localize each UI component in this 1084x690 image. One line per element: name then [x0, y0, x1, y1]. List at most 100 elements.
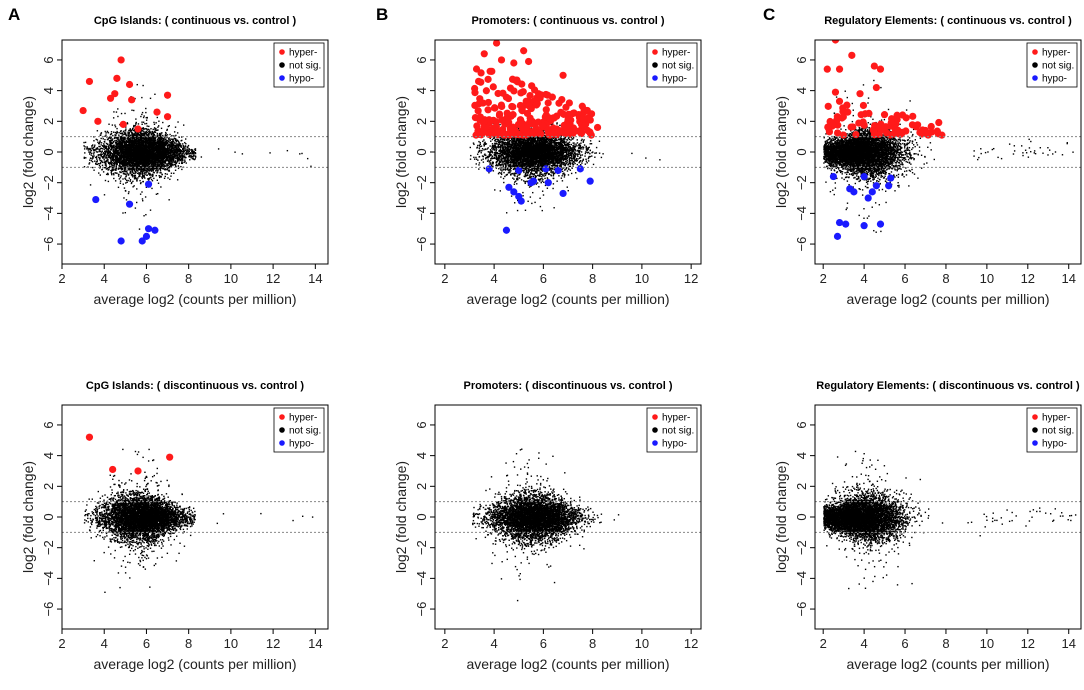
not-sig-point: [168, 137, 170, 140]
not-sig-point: [158, 161, 160, 163]
not-sig-point: [95, 157, 98, 159]
not-sig-point: [164, 155, 166, 157]
not-sig-point: [181, 161, 183, 163]
not-sig-point: [110, 152, 112, 154]
not-sig-point: [141, 133, 143, 135]
not-sig-point: [129, 147, 131, 150]
not-sig-point: [135, 160, 137, 163]
not-sig-point: [144, 156, 146, 158]
not-sig-point: [157, 169, 159, 171]
not-sig-point: [122, 136, 125, 139]
not-sig-point: [105, 142, 108, 145]
not-sig-point: [174, 156, 176, 158]
not-sig-point: [159, 133, 161, 135]
not-sig-point: [168, 138, 170, 141]
not-sig-point: [135, 153, 137, 155]
not-sig-point: [167, 159, 169, 161]
not-sig-point: [150, 178, 153, 181]
not-sig-point: [115, 137, 117, 139]
not-sig-point: [115, 172, 117, 174]
not-sig-point: [151, 146, 153, 148]
not-sig-point: [155, 122, 157, 124]
not-sig-point: [153, 156, 156, 158]
not-sig-point: [110, 156, 112, 159]
not-sig-point: [124, 173, 126, 175]
not-sig-point: [131, 181, 133, 184]
not-sig-point: [153, 154, 156, 156]
not-sig-point: [83, 145, 85, 147]
not-sig-point: [127, 147, 129, 149]
not-sig-point: [153, 121, 155, 124]
not-sig-point: [149, 142, 152, 144]
not-sig-point: [139, 146, 142, 148]
not-sig-point: [194, 152, 197, 154]
not-sig-point: [166, 128, 169, 131]
not-sig-point: [158, 147, 161, 149]
not-sig-point: [96, 130, 99, 132]
not-sig-point: [161, 159, 163, 161]
not-sig-point: [136, 142, 139, 145]
not-sig-point: [149, 131, 151, 133]
not-sig-point: [147, 162, 149, 165]
not-sig-point: [132, 186, 134, 188]
not-sig-point: [123, 137, 126, 140]
not-sig-point: [118, 155, 121, 157]
not-sig-point: [96, 158, 98, 160]
not-sig-point: [124, 170, 127, 173]
not-sig-point: [112, 151, 115, 153]
not-sig-point: [115, 167, 117, 169]
not-sig-point: [134, 157, 136, 160]
not-sig-point: [117, 186, 120, 189]
not-sig-point: [131, 109, 133, 111]
not-sig-point: [141, 198, 144, 200]
not-sig-point: [150, 164, 153, 166]
not-sig-point: [119, 144, 122, 146]
not-sig-point: [136, 155, 139, 157]
not-sig-point: [153, 139, 156, 142]
not-sig-point: [114, 160, 117, 162]
not-sig-point: [130, 130, 132, 133]
not-sig-point: [156, 129, 158, 131]
not-sig-point: [116, 127, 118, 130]
not-sig-point: [192, 152, 194, 155]
not-sig-point: [149, 177, 151, 179]
not-sig-point: [94, 156, 97, 159]
not-sig-point: [109, 154, 111, 156]
not-sig-point: [169, 156, 171, 158]
not-sig-point: [132, 150, 135, 153]
not-sig-point: [83, 166, 86, 168]
not-sig-point: [189, 152, 192, 154]
not-sig-point: [174, 161, 177, 163]
not-sig-point: [144, 159, 147, 162]
not-sig-point: [169, 158, 171, 160]
not-sig-point: [118, 159, 120, 162]
not-sig-point: [100, 160, 103, 163]
not-sig-point: [133, 124, 135, 127]
not-sig-point: [118, 146, 120, 148]
not-sig-point: [147, 136, 150, 138]
not-sig-point: [160, 176, 163, 178]
not-sig-point: [149, 132, 151, 134]
not-sig-point: [142, 169, 144, 171]
not-sig-point: [177, 154, 179, 156]
not-sig-point: [120, 137, 123, 140]
not-sig-point: [174, 160, 177, 162]
not-sig-point: [181, 139, 183, 142]
not-sig-point: [185, 143, 187, 145]
not-sig-point: [143, 149, 145, 151]
not-sig-point: [110, 169, 112, 172]
not-sig-point: [193, 154, 195, 156]
not-sig-point: [182, 145, 185, 147]
not-sig-point: [152, 134, 154, 136]
not-sig-point: [132, 171, 134, 174]
not-sig-point: [169, 178, 171, 181]
not-sig-point: [116, 145, 119, 147]
not-sig-point: [145, 161, 147, 163]
not-sig-point: [128, 129, 131, 131]
not-sig-point: [179, 159, 182, 162]
not-sig-point: [138, 228, 141, 230]
not-sig-point: [137, 140, 139, 143]
not-sig-point: [144, 131, 146, 133]
not-sig-point: [156, 165, 159, 168]
not-sig-point: [126, 181, 128, 183]
